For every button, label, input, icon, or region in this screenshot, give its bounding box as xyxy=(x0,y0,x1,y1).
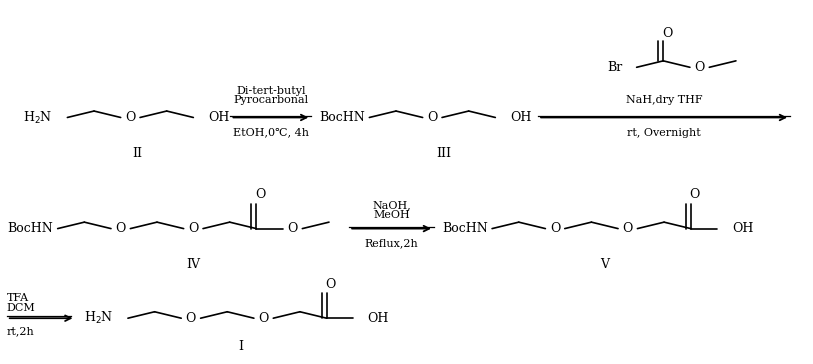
Text: V: V xyxy=(600,258,609,271)
Text: TFA: TFA xyxy=(7,293,29,304)
Text: II: II xyxy=(132,147,141,160)
Text: MeOH: MeOH xyxy=(373,210,410,220)
Text: DCM: DCM xyxy=(7,303,36,313)
Text: O: O xyxy=(259,312,269,325)
Text: O: O xyxy=(550,222,560,235)
Text: O: O xyxy=(288,222,298,235)
Text: NaH,dry THF: NaH,dry THF xyxy=(626,95,702,105)
Text: Br: Br xyxy=(607,61,623,74)
Text: I: I xyxy=(238,340,243,353)
Text: H$_2$N: H$_2$N xyxy=(23,110,52,126)
Text: BocHN: BocHN xyxy=(442,222,488,235)
Text: O: O xyxy=(694,61,705,74)
Text: Pyrocarbonal: Pyrocarbonal xyxy=(233,95,308,105)
Text: Reflux,2h: Reflux,2h xyxy=(365,239,419,249)
Text: O: O xyxy=(115,222,126,235)
Text: BocHN: BocHN xyxy=(7,222,53,235)
Text: BocHN: BocHN xyxy=(320,111,365,124)
Text: O: O xyxy=(188,222,198,235)
Text: O: O xyxy=(325,278,336,291)
Text: OH: OH xyxy=(367,312,389,325)
Text: O: O xyxy=(689,188,700,201)
Text: H$_2$N: H$_2$N xyxy=(84,310,113,326)
Text: rt, Overnight: rt, Overnight xyxy=(627,127,701,138)
Text: O: O xyxy=(255,188,266,201)
Text: OH: OH xyxy=(732,222,754,235)
Text: O: O xyxy=(185,312,196,325)
Text: IV: IV xyxy=(186,258,200,271)
Text: O: O xyxy=(125,111,136,124)
Text: O: O xyxy=(623,222,633,235)
Text: OH: OH xyxy=(208,111,229,124)
Text: OH: OH xyxy=(510,111,531,124)
Text: III: III xyxy=(436,147,451,160)
Text: O: O xyxy=(662,27,672,40)
Text: rt,2h: rt,2h xyxy=(7,326,35,336)
Text: NaOH,: NaOH, xyxy=(372,200,411,210)
Text: EtOH,0℃, 4h: EtOH,0℃, 4h xyxy=(233,127,309,138)
Text: O: O xyxy=(427,111,437,124)
Text: Di-tert-butyl: Di-tert-butyl xyxy=(236,86,306,96)
